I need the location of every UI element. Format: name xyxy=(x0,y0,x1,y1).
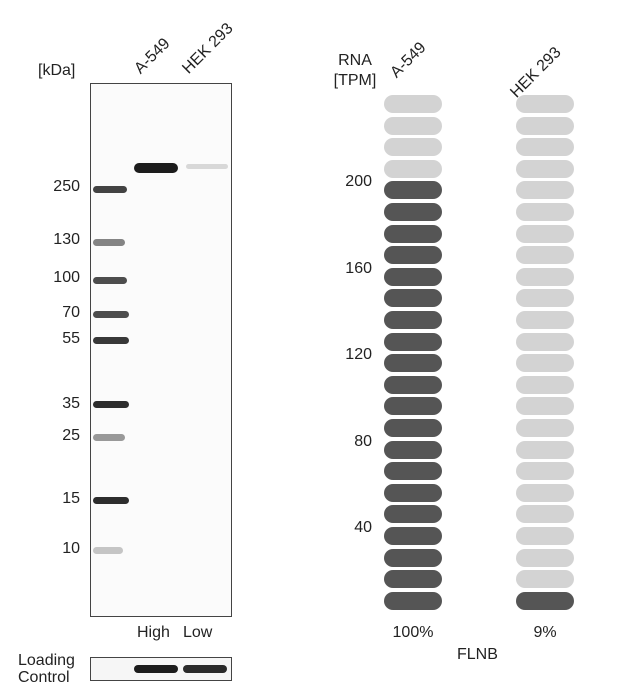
lane-level-high: High xyxy=(137,624,170,641)
rna-segment-empty xyxy=(516,116,574,135)
loading-control-label: Loading Control xyxy=(18,652,75,686)
rna-segment-filled xyxy=(384,548,442,567)
rna-segment-filled xyxy=(384,375,442,394)
rna-segment-filled xyxy=(384,419,442,437)
rna-segment-empty xyxy=(516,224,574,243)
rna-cell-line-hek293: HEK 293 xyxy=(507,43,565,102)
western-blot-image xyxy=(90,83,232,617)
rna-segment-empty xyxy=(516,95,574,113)
rna-segment-filled xyxy=(384,527,442,545)
rna-segment-filled xyxy=(384,505,442,524)
rna-segment-filled xyxy=(384,311,442,329)
marker-label-25: 25 xyxy=(62,427,80,444)
rna-segment-empty xyxy=(516,548,574,567)
rna-percent-a549: 100% xyxy=(392,624,434,641)
rna-segment-filled xyxy=(516,591,574,610)
rna-segment-empty xyxy=(516,246,574,265)
rna-segment-empty xyxy=(384,138,442,157)
ladder-band-25 xyxy=(93,434,125,441)
rna-segment-filled xyxy=(384,440,442,459)
rna-segment-empty xyxy=(516,462,574,481)
rna-segment-empty xyxy=(516,483,574,502)
ladder-band-100 xyxy=(93,277,127,284)
rna-segment-empty xyxy=(516,332,574,351)
rna-segment-filled xyxy=(384,289,442,308)
rna-segment-empty xyxy=(384,116,442,135)
marker-label-250: 250 xyxy=(53,178,80,195)
rna-tick-40: 40 xyxy=(354,519,372,536)
rna-segment-empty xyxy=(516,159,574,178)
marker-label-35: 35 xyxy=(62,395,80,412)
marker-label-100: 100 xyxy=(53,269,80,286)
rna-segment-filled xyxy=(384,354,442,373)
lane-label-a549: A-549 xyxy=(131,35,174,78)
rna-segment-empty xyxy=(516,440,574,459)
ladder-band-10 xyxy=(93,547,123,554)
rna-segment-empty xyxy=(516,289,574,308)
rna-segment-empty xyxy=(516,505,574,524)
rna-segment-filled xyxy=(384,570,442,589)
loading-control-image xyxy=(90,657,232,681)
rna-header: RNA [TPM] xyxy=(333,52,377,89)
marker-label-15: 15 xyxy=(62,490,80,507)
ladder-band-250 xyxy=(93,186,127,193)
rna-percent-hek293: 9% xyxy=(533,624,557,641)
band-hek293 xyxy=(186,164,228,169)
rna-tick-80: 80 xyxy=(354,433,372,450)
rna-segment-filled xyxy=(384,332,442,351)
rna-segment-filled xyxy=(384,483,442,502)
rna-segment-filled xyxy=(384,267,442,286)
loading-band-a549 xyxy=(134,665,178,673)
ladder-band-130 xyxy=(93,239,125,246)
lane-level-low: Low xyxy=(183,624,213,641)
rna-segment-empty xyxy=(516,419,574,437)
rna-segment-empty xyxy=(516,311,574,329)
rna-segment-filled xyxy=(384,181,442,200)
ladder-band-35 xyxy=(93,401,129,408)
rna-bar-a549 xyxy=(384,95,442,613)
marker-label-10: 10 xyxy=(62,540,80,557)
loading-band-hek293 xyxy=(183,665,227,673)
rna-tick-200: 200 xyxy=(345,173,372,190)
band-a549 xyxy=(134,163,178,173)
rna-segment-filled xyxy=(384,246,442,265)
rna-bar-hek293 xyxy=(516,95,574,613)
lane-label-hek293: HEK 293 xyxy=(179,19,237,78)
rna-segment-empty xyxy=(516,138,574,157)
ladder-band-70 xyxy=(93,311,129,318)
marker-label-70: 70 xyxy=(62,304,80,321)
marker-label-55: 55 xyxy=(62,330,80,347)
rna-segment-empty xyxy=(384,159,442,178)
marker-label-130: 130 xyxy=(53,231,80,248)
rna-segment-filled xyxy=(384,397,442,416)
kda-unit-label: [kDa] xyxy=(38,62,76,79)
rna-segment-filled xyxy=(384,591,442,610)
rna-segment-filled xyxy=(384,203,442,221)
rna-segment-empty xyxy=(384,95,442,113)
ladder-band-15 xyxy=(93,497,129,504)
gene-name: FLNB xyxy=(457,646,498,663)
rna-segment-empty xyxy=(516,267,574,286)
rna-segment-empty xyxy=(516,570,574,589)
rna-segment-empty xyxy=(516,354,574,373)
rna-cell-line-a549: A-549 xyxy=(387,39,430,82)
rna-segment-filled xyxy=(384,224,442,243)
rna-segment-empty xyxy=(516,375,574,394)
rna-tick-160: 160 xyxy=(345,260,372,277)
rna-segment-empty xyxy=(516,203,574,221)
rna-tick-120: 120 xyxy=(345,346,372,363)
ladder-band-55 xyxy=(93,337,129,344)
rna-segment-filled xyxy=(384,462,442,481)
rna-segment-empty xyxy=(516,527,574,545)
rna-segment-empty xyxy=(516,181,574,200)
rna-segment-empty xyxy=(516,397,574,416)
